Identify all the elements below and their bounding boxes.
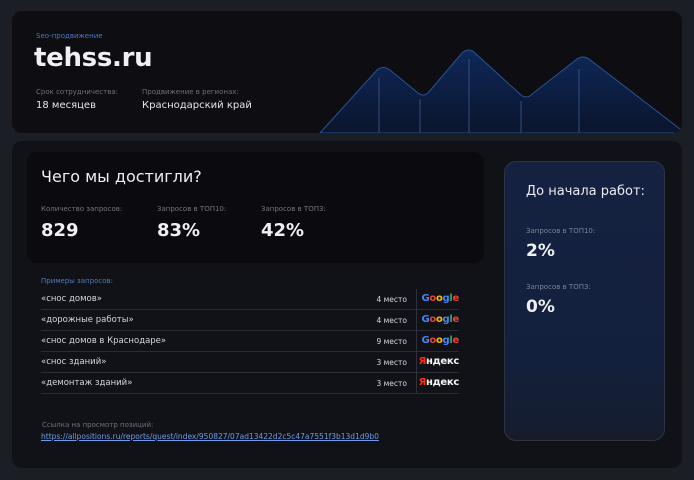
stat-value: 83% (157, 220, 201, 241)
before-work-card: До начала работ: Запросов в ТОП10: 2% За… (504, 161, 665, 441)
query-position: 3 место (376, 379, 407, 388)
stat-value: 829 (41, 220, 79, 241)
query-text: «дорожные работы» (41, 315, 134, 325)
stat-label: Запросов в ТОП3: (526, 283, 591, 291)
query-position: 9 место (376, 337, 407, 346)
query-position: 4 место (376, 295, 407, 304)
stat-top3: Запросов в ТОП3: 42% (261, 205, 326, 241)
project-header-card: Seo-продвижение tehss.ru Срок сотрудниче… (12, 11, 682, 133)
query-position: 4 место (376, 316, 407, 325)
query-text: «снос домов» (41, 294, 102, 304)
stat-value: 0% (526, 297, 555, 317)
region-value: Краснодарский край (142, 100, 252, 111)
query-examples-table: «снос домов» 4 место Google «дорожные ра… (41, 289, 459, 394)
stat-label: Запросов в ТОП3: (261, 205, 326, 213)
table-row: «демонтаж зданий» 3 место Яндекс (41, 373, 459, 394)
yandex-logo-icon: Яндекс (418, 356, 460, 367)
query-text: «демонтаж зданий» (41, 378, 133, 388)
table-row: «дорожные работы» 4 место Google (41, 310, 459, 331)
stat-value: 42% (261, 220, 305, 241)
term-label: Срок сотрудничества: (36, 88, 118, 96)
achievements-heading: Чего мы достигли? (41, 167, 202, 186)
region-block: Продвижение в регионах: Краснодарский кр… (142, 88, 252, 111)
service-kicker: Seo-продвижение (36, 32, 103, 40)
stat-query-count: Количество запросов: 829 (41, 205, 122, 241)
stat-top10: Запросов в ТОП10: 83% (157, 205, 226, 241)
query-position: 3 место (376, 358, 407, 367)
google-logo-icon: Google (421, 293, 459, 304)
divider (416, 310, 417, 331)
region-label: Продвижение в регионах: (142, 88, 239, 96)
table-row: «снос домов» 4 место Google (41, 289, 459, 310)
report-link-label: Ссылка на просмотр позиций: (42, 421, 154, 429)
stat-label: Запросов в ТОП10: (157, 205, 227, 213)
query-text: «снос зданий» (41, 357, 107, 367)
site-title: tehss.ru (34, 43, 153, 73)
yandex-logo-icon: Яндекс (418, 377, 460, 388)
stat-label: Количество запросов: (41, 205, 123, 213)
term-value: 18 месяцев (36, 100, 96, 111)
before-heading: До начала работ: (526, 184, 645, 199)
divider (416, 331, 417, 352)
divider (416, 373, 417, 394)
before-stat-top10: Запросов в ТОП10: 2% (526, 227, 595, 261)
google-logo-icon: Google (421, 314, 459, 325)
stat-label: Запросов в ТОП10: (526, 227, 596, 235)
query-text: «снос домов в Краснодаре» (41, 336, 167, 346)
divider (416, 289, 417, 310)
term-block: Срок сотрудничества: 18 месяцев (36, 88, 118, 111)
mountain-chart-icon (319, 49, 681, 133)
divider (416, 352, 417, 373)
achievements-card: Чего мы достигли? Количество запросов: 8… (27, 152, 484, 263)
table-row: «снос зданий» 3 место Яндекс (41, 352, 459, 373)
stat-value: 2% (526, 241, 555, 261)
google-logo-icon: Google (421, 335, 459, 346)
report-link[interactable]: https://allpositions.ru/reports/quest/in… (41, 432, 379, 441)
table-row: «снос домов в Краснодаре» 9 место Google (41, 331, 459, 352)
before-stat-top3: Запросов в ТОП3: 0% (526, 283, 591, 317)
examples-label: Примеры запросов: (41, 277, 113, 285)
